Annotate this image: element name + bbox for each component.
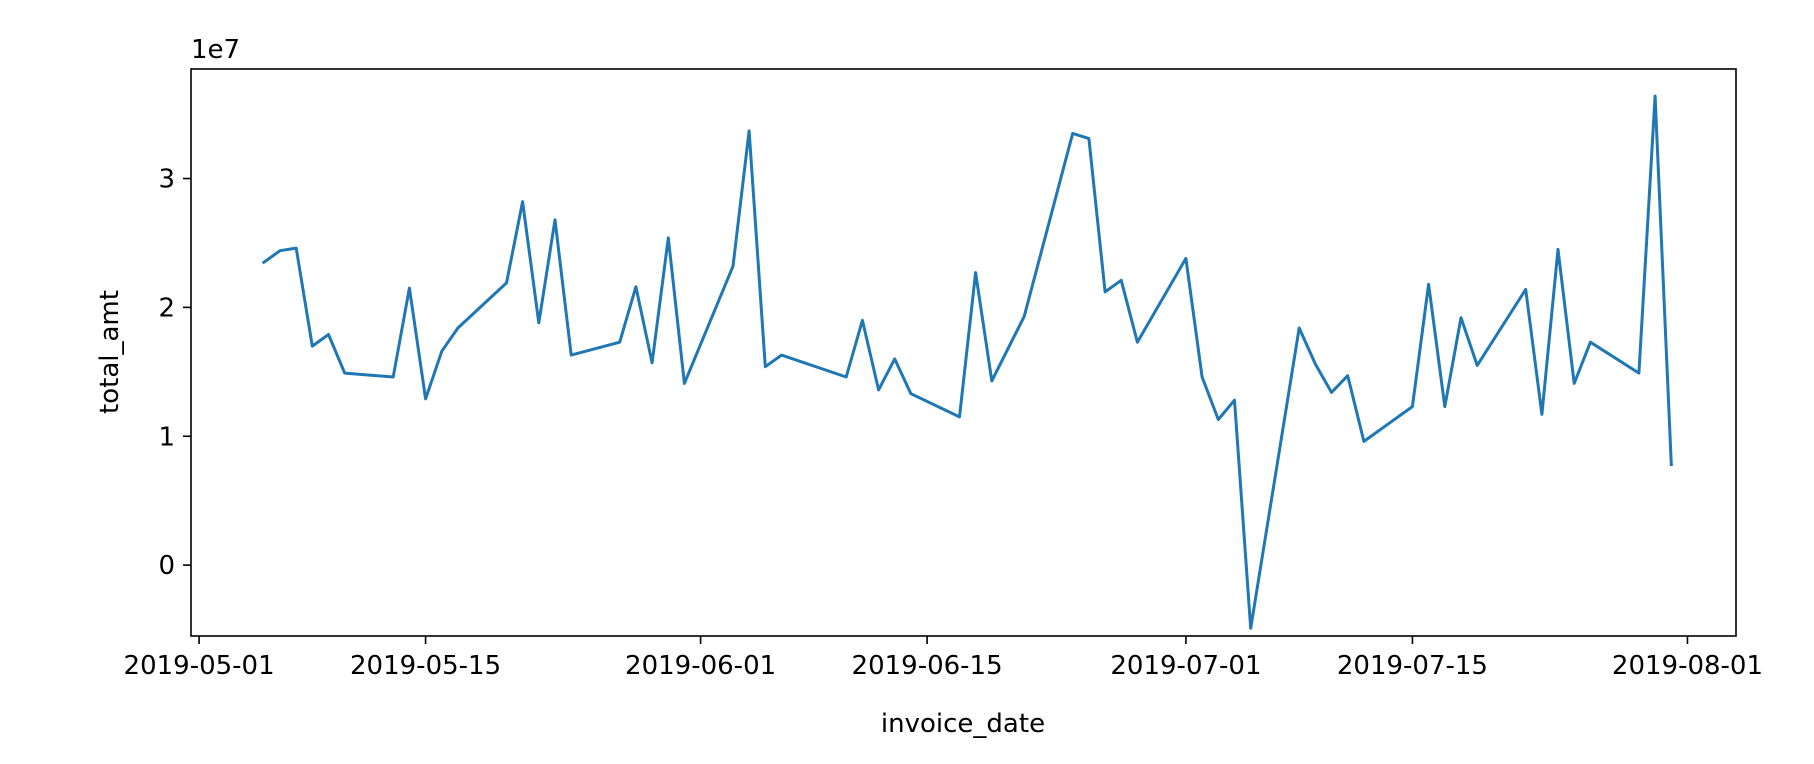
y-axis-ticks: 0 1 2 3 [158,165,191,581]
y-offset-text: 1e7 [191,35,240,65]
x-tick-label: 2019-07-01 [1110,651,1261,681]
y-tick-label: 0 [158,551,175,581]
y-tick-label: 2 [158,293,175,323]
plot-area [190,68,1737,637]
x-tick-label: 2019-07-15 [1337,651,1488,681]
y-tick-label: 3 [158,165,175,195]
x-tick-label: 2019-06-01 [625,651,776,681]
x-tick-label: 2019-06-15 [852,651,1003,681]
y-axis-label: total_amt [95,290,125,414]
x-axis-ticks: 2019-05-01 2019-05-15 2019-06-01 2019-06-15… [124,636,1763,681]
x-tick-label: 2019-05-15 [350,651,501,681]
series-line [261,94,1673,630]
x-tick-label: 2019-05-01 [124,651,275,681]
y-tick-label: 1 [158,422,175,452]
x-axis-label: invoice_date [881,709,1045,739]
x-tick-label: 2019-08-01 [1612,651,1763,681]
